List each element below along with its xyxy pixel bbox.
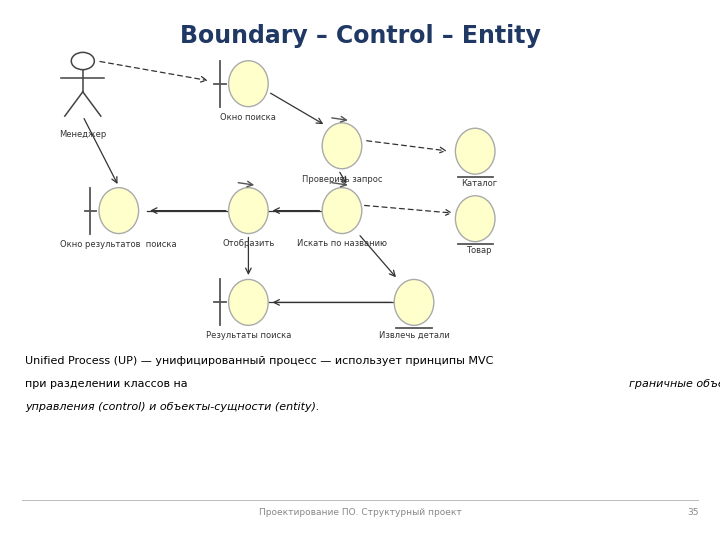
Ellipse shape xyxy=(323,188,362,233)
Text: Результаты поиска: Результаты поиска xyxy=(206,331,291,340)
Ellipse shape xyxy=(99,188,139,233)
Text: Unified Process (UP) — унифицированный процесс — использует принципы MVC: Unified Process (UP) — унифицированный п… xyxy=(25,356,494,367)
Text: Извлечь детали: Извлечь детали xyxy=(379,331,449,340)
Ellipse shape xyxy=(456,128,495,174)
Text: Товар: Товар xyxy=(466,246,492,255)
Ellipse shape xyxy=(228,188,268,233)
Ellipse shape xyxy=(323,123,362,168)
Text: Boundary – Control – Entity: Boundary – Control – Entity xyxy=(179,24,541,48)
Ellipse shape xyxy=(394,280,433,325)
Text: при разделении классов на: при разделении классов на xyxy=(25,379,192,389)
Text: управления (control) и объекты-сущности (entity).: управления (control) и объекты-сущности … xyxy=(25,402,320,412)
Text: Окно результатов  поиска: Окно результатов поиска xyxy=(60,240,177,249)
Text: Менеджер: Менеджер xyxy=(59,130,107,139)
Text: Отобразить: Отобразить xyxy=(222,239,274,248)
Text: Каталог: Каталог xyxy=(461,179,497,188)
Ellipse shape xyxy=(228,60,268,107)
Ellipse shape xyxy=(456,195,495,241)
Text: Проектирование ПО. Структурный проект: Проектирование ПО. Структурный проект xyxy=(258,508,462,517)
Ellipse shape xyxy=(228,280,268,325)
Text: Проверить запрос: Проверить запрос xyxy=(302,176,382,185)
Text: граничные объекты (boundary), объекты: граничные объекты (boundary), объекты xyxy=(629,379,720,389)
Text: 35: 35 xyxy=(687,508,698,517)
Text: Искать по названию: Искать по названию xyxy=(297,239,387,248)
Text: Окно поиска: Окно поиска xyxy=(220,113,276,123)
